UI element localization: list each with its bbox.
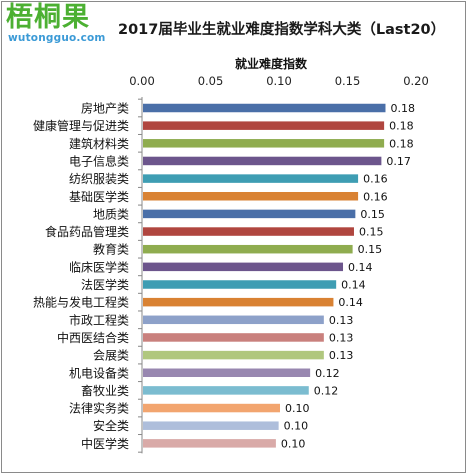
value-label: 0.12 — [314, 384, 339, 397]
bar — [143, 439, 276, 448]
category-label: 中西医结合类 — [57, 330, 129, 345]
value-label: 0.10 — [285, 402, 310, 415]
x-axis-title: 就业难度指数 — [235, 56, 308, 71]
logo: 梧桐果 wutongguo.com — [6, 2, 106, 50]
category-label: 教育类 — [93, 242, 129, 257]
bar — [143, 227, 354, 236]
category-label: 建筑材料类 — [69, 136, 129, 151]
value-label: 0.16 — [363, 190, 388, 203]
bar — [143, 103, 386, 113]
bar — [143, 421, 279, 430]
bar — [143, 174, 359, 183]
value-label: 0.13 — [329, 349, 354, 362]
bar — [143, 156, 382, 166]
category-label: 房地产类 — [81, 101, 129, 116]
bar — [143, 350, 324, 360]
category-label: 畜牧业类 — [81, 383, 129, 398]
value-label: 0.18 — [389, 137, 414, 150]
value-label: 0.15 — [360, 208, 385, 221]
value-label: 0.10 — [281, 437, 306, 450]
value-label: 0.17 — [386, 155, 411, 168]
bar — [143, 139, 385, 148]
x-tick-label: 0.20 — [403, 74, 429, 88]
category-label: 健康管理与促进类 — [33, 118, 129, 133]
value-label: 0.14 — [348, 261, 373, 274]
bar — [143, 315, 324, 325]
bar — [143, 262, 344, 272]
category-label: 热能与发电工程类 — [33, 295, 129, 310]
x-tick-label: 0.15 — [335, 74, 361, 88]
value-label: 0.13 — [329, 331, 354, 344]
value-label: 0.15 — [358, 243, 383, 256]
category-label: 纺织服装类 — [69, 172, 129, 186]
value-label: 0.16 — [363, 173, 388, 186]
bar — [143, 368, 311, 377]
value-label: 0.14 — [338, 296, 363, 309]
bar — [143, 297, 334, 307]
category-label: 机电设备类 — [69, 366, 129, 380]
category-label: 临床医学类 — [69, 259, 129, 274]
bar — [143, 403, 280, 413]
value-label: 0.18 — [390, 102, 415, 115]
value-label: 0.18 — [389, 120, 414, 133]
category-label: 中医学类 — [81, 436, 129, 451]
value-label: 0.13 — [329, 314, 354, 327]
category-label: 会展类 — [93, 349, 129, 363]
value-label: 0.15 — [359, 226, 384, 239]
x-tick-label: 0.10 — [266, 74, 292, 88]
category-label: 电子信息类 — [69, 153, 129, 168]
x-tick-label: 0.00 — [129, 74, 155, 88]
category-label: 地质类 — [93, 207, 129, 221]
logo-text: 梧桐果 — [6, 2, 90, 33]
category-label: 安全类 — [93, 418, 129, 433]
bar — [143, 192, 359, 201]
bar — [143, 121, 385, 130]
category-label: 法医学类 — [81, 277, 129, 292]
bar — [143, 333, 324, 342]
bar — [143, 386, 309, 395]
value-label: 0.12 — [315, 367, 340, 380]
category-label: 市政工程类 — [69, 312, 129, 327]
value-label: 0.10 — [284, 420, 309, 433]
value-label: 0.14 — [341, 279, 366, 292]
chart-title: 2017届毕业生就业难度指数学科大类（Last20） — [118, 22, 446, 38]
category-label: 基础医学类 — [69, 189, 129, 204]
bar — [143, 209, 356, 219]
category-label: 法律实务类 — [69, 401, 129, 416]
logo-domain: wutongguo.com — [8, 32, 106, 44]
bar — [143, 280, 337, 289]
x-tick-label: 0.05 — [198, 74, 224, 88]
category-label: 食品药品管理类 — [45, 224, 129, 239]
bar — [143, 244, 353, 254]
